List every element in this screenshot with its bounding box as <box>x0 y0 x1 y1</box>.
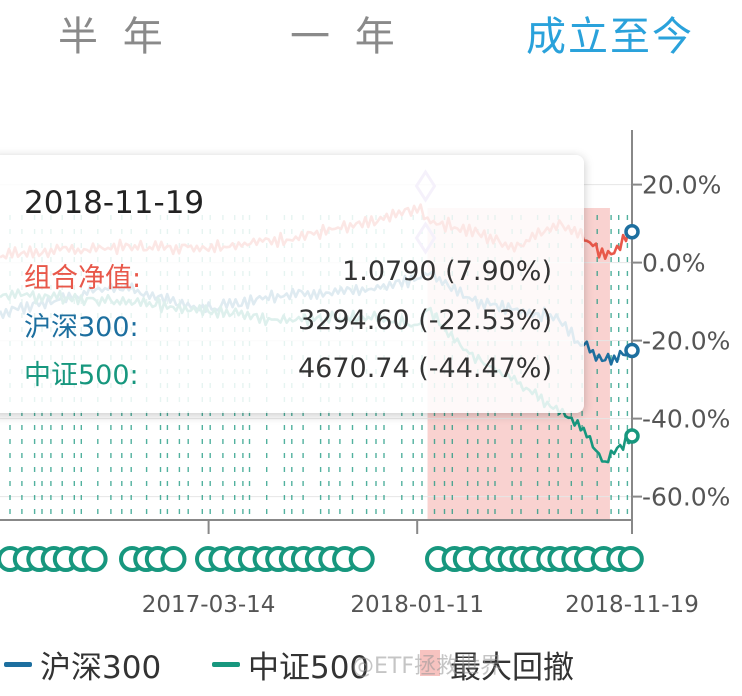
x-tick-label: 2017-03-14 <box>142 592 276 618</box>
trade-circles <box>0 546 644 572</box>
x-tick-label: 2018-01-11 <box>350 592 484 618</box>
tooltip-label-hs300: 沪深300: <box>24 312 139 343</box>
trade-circle <box>81 546 108 572</box>
trade-marker-lines <box>9 215 629 520</box>
trade-circle <box>617 546 644 572</box>
legend-swatch-hs300 <box>4 662 32 667</box>
tab-since-inception[interactable]: 成立至今 <box>526 14 694 60</box>
current-point-hs300 <box>624 342 640 359</box>
trade-circle <box>348 546 375 572</box>
tab-one-year[interactable]: 一 年 <box>290 14 401 60</box>
tooltip-value-hs300: 3294.60 (-22.53%) <box>298 305 552 336</box>
legend-label-hs300: 沪深300 <box>40 650 162 686</box>
tooltip-value-zz500: 4670.74 (-44.47%) <box>298 353 552 384</box>
tooltip-label-zz500: 中证500: <box>24 360 139 391</box>
legend-label-max-drawdown: 最大回撤 <box>450 650 574 686</box>
x-tick-label: 2018-11-19 <box>565 592 699 618</box>
legend-swatch-max-drawdown <box>420 650 440 676</box>
trade-circle <box>160 546 187 572</box>
y-tick-label: -60.0% <box>642 483 730 512</box>
y-tick-label: -20.0% <box>642 327 730 356</box>
y-tick-label: 20.0% <box>642 171 721 200</box>
y-tick-label: -40.0% <box>642 405 730 434</box>
y-tick-label: 0.0% <box>642 249 706 278</box>
legend-label-zz500: 中证500 <box>248 650 370 686</box>
tooltip-date: 2018-11-19 <box>24 185 205 221</box>
current-point-zz500 <box>624 428 640 444</box>
chart-legend: 沪深300 中证500 最大回撤 <box>0 640 742 690</box>
chart-tooltip: 2018-11-19 组合净值: 1.0790 (7.90%) 沪深300: 3… <box>0 155 584 413</box>
period-tabs: 半 年 一 年 成立至今 <box>0 0 742 70</box>
tooltip-label-portfolio: 组合净值: <box>24 263 142 294</box>
tab-half-year[interactable]: 半 年 <box>58 14 169 60</box>
tooltip-value-portfolio: 1.0790 (7.90%) <box>342 256 552 287</box>
watermark: @ETF拯救世界 <box>352 654 502 679</box>
current-point-portfolio <box>624 224 640 240</box>
legend-swatch-zz500 <box>212 662 240 667</box>
